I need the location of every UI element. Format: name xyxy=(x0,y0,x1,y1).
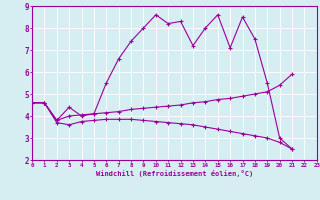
X-axis label: Windchill (Refroidissement éolien,°C): Windchill (Refroidissement éolien,°C) xyxy=(96,170,253,177)
